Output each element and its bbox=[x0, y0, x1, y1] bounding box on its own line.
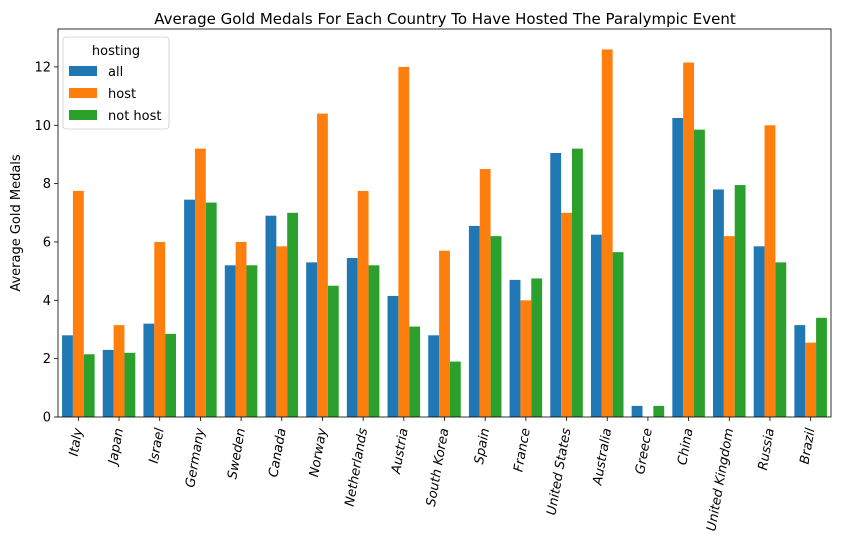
bar-all-spain bbox=[468, 225, 480, 417]
bar-host-brazil bbox=[805, 342, 817, 417]
bar-all-sweden bbox=[224, 265, 236, 417]
y-axis-label: Average Gold Medals bbox=[9, 154, 24, 292]
bar-all-united-kingdom bbox=[713, 189, 724, 417]
y-tick-label: 8 bbox=[43, 177, 51, 192]
bar-not-host-israel bbox=[165, 333, 176, 417]
x-tick-label-russia: Russia bbox=[756, 427, 778, 471]
x-tick-label-canada: Canada bbox=[266, 427, 289, 478]
bar-all-russia bbox=[753, 246, 765, 417]
bar-host-united-states bbox=[561, 212, 572, 417]
bar-host-germany bbox=[194, 148, 206, 418]
x-tick-label-austria: Austria bbox=[389, 427, 412, 476]
y-tick-label: 0 bbox=[43, 411, 51, 426]
bar-all-canada bbox=[265, 215, 277, 417]
x-tick-label-united-kingdom: United Kingdom bbox=[704, 427, 737, 532]
legend-swatch-host bbox=[69, 88, 97, 98]
x-tick-label-sweden: Sweden bbox=[225, 427, 249, 480]
legend-label-all: all bbox=[108, 65, 123, 80]
bar-all-austria bbox=[387, 295, 399, 417]
legend: hosting all host not host bbox=[62, 36, 170, 130]
x-tick-label-israel: Israel bbox=[147, 427, 168, 465]
bar-host-france bbox=[520, 300, 532, 417]
bar-not-host-spain bbox=[490, 236, 502, 417]
bar-all-united-states bbox=[550, 152, 562, 418]
bar-host-canada bbox=[276, 246, 288, 417]
bar-not-host-china bbox=[694, 129, 705, 417]
y-tick-label: 6 bbox=[43, 235, 51, 250]
bar-host-italy bbox=[72, 190, 84, 417]
x-tick-label-japan: Japan bbox=[105, 427, 127, 468]
legend-swatch-all bbox=[69, 66, 97, 76]
legend-title: hosting bbox=[92, 44, 140, 59]
bar-not-host-russia bbox=[775, 262, 787, 417]
x-tick-label-australia: Australia bbox=[590, 427, 615, 487]
legend-box bbox=[62, 36, 170, 130]
bar-host-sweden bbox=[235, 241, 247, 417]
bar-not-host-japan bbox=[124, 352, 136, 417]
x-axis: Italy Japan Israel Germany Sweden Canada Norwa… bbox=[67, 417, 819, 532]
bar-host-norway bbox=[317, 113, 328, 417]
y-tick-label: 12 bbox=[34, 60, 51, 75]
x-tick-label-brazil: Brazil bbox=[798, 427, 819, 466]
bar-all-netherlands bbox=[346, 258, 358, 417]
bar-host-austria bbox=[398, 66, 410, 418]
bar-not-host-norway bbox=[327, 285, 339, 417]
bar-all-japan bbox=[102, 349, 114, 417]
bar-not-host-canada bbox=[287, 212, 299, 417]
bar-not-host-germany bbox=[205, 202, 217, 417]
x-tick-label-italy: Italy bbox=[67, 427, 87, 458]
legend-swatch-not-host bbox=[69, 110, 97, 120]
bar-host-russia bbox=[764, 125, 776, 418]
bar-all-greece bbox=[631, 405, 643, 417]
bar-all-brazil bbox=[794, 325, 806, 417]
y-axis: 0 2 4 6 8 10 12 bbox=[34, 60, 58, 426]
x-tick-label-south-korea: South Korea bbox=[424, 427, 453, 508]
bar-not-host-france bbox=[531, 278, 543, 417]
x-tick-label-united-states: United States bbox=[544, 427, 574, 517]
bar-all-israel bbox=[143, 323, 155, 417]
y-tick-label: 10 bbox=[34, 119, 51, 134]
bar-not-host-greece bbox=[653, 405, 665, 417]
bar-not-host-united-kingdom bbox=[734, 185, 746, 417]
bar-all-france bbox=[509, 279, 521, 417]
bar-all-china bbox=[672, 117, 684, 417]
chart-title: Average Gold Medals For Each Country To … bbox=[154, 10, 736, 28]
bar-host-united-kingdom bbox=[723, 236, 735, 417]
x-tick-label-spain: Spain bbox=[472, 427, 493, 465]
bar-not-host-south-korea bbox=[449, 361, 461, 417]
bar-not-host-brazil bbox=[816, 317, 827, 417]
x-tick-label-china: China bbox=[675, 427, 696, 466]
bar-host-south-korea bbox=[439, 250, 450, 417]
x-tick-label-france: France bbox=[511, 427, 533, 473]
bar-not-host-italy bbox=[83, 354, 95, 417]
bar-all-norway bbox=[306, 262, 318, 417]
bar-all-germany bbox=[184, 199, 195, 417]
bar-host-netherlands bbox=[357, 190, 369, 417]
bar-not-host-sweden bbox=[246, 265, 258, 417]
bar-host-spain bbox=[479, 169, 491, 417]
bars-group bbox=[62, 49, 827, 418]
bar-not-host-australia bbox=[612, 252, 624, 417]
bar-host-china bbox=[683, 62, 695, 418]
bar-host-australia bbox=[601, 49, 613, 418]
bar-all-australia bbox=[590, 234, 602, 417]
x-tick-label-germany: Germany bbox=[183, 427, 208, 489]
x-tick-label-greece: Greece bbox=[633, 427, 656, 475]
bar-not-host-netherlands bbox=[368, 265, 380, 417]
x-tick-label-norway: Norway bbox=[307, 427, 330, 478]
bar-not-host-united-states bbox=[571, 148, 583, 418]
legend-label-not-host: not host bbox=[108, 109, 162, 124]
bar-host-japan bbox=[113, 325, 125, 417]
bar-host-israel bbox=[154, 241, 166, 417]
bar-not-host-austria bbox=[409, 326, 421, 417]
legend-label-host: host bbox=[108, 87, 136, 102]
bar-all-south-korea bbox=[428, 335, 440, 417]
y-tick-label: 2 bbox=[43, 352, 51, 367]
bar-all-italy bbox=[62, 335, 73, 417]
x-tick-label-netherlands: Netherlands bbox=[343, 427, 372, 508]
y-tick-label: 4 bbox=[43, 294, 51, 309]
